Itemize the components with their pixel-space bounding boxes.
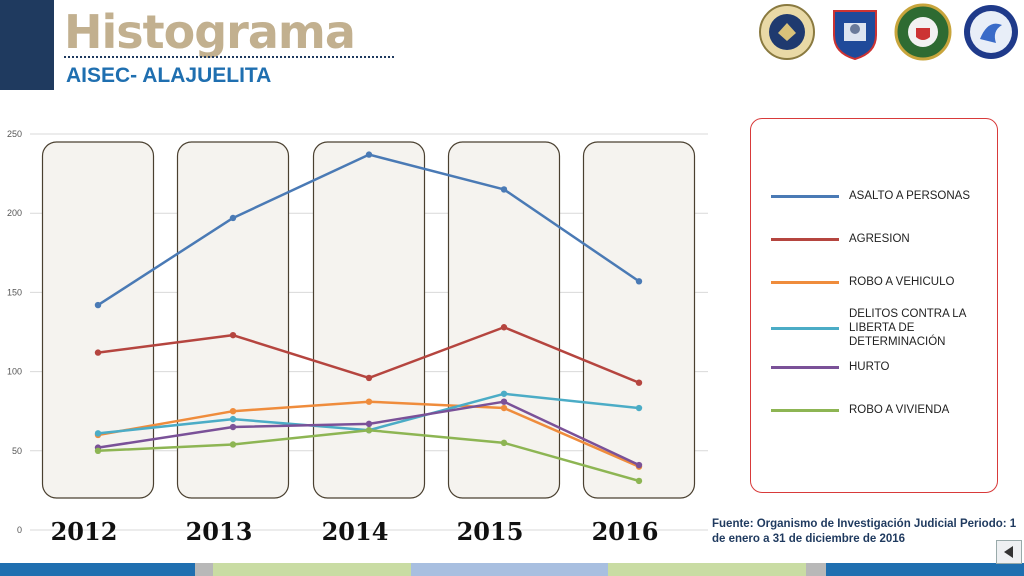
police-emblem-icon [894,3,952,61]
x-tick-label: 2012 [51,517,118,546]
legend-item: AGRESION [771,232,979,246]
legend-swatch [771,408,839,412]
data-point [635,379,643,386]
data-point [635,477,643,485]
data-point [365,427,373,434]
data-point [365,374,373,382]
data-point [500,390,508,397]
legend-item: ASALTO A PERSONAS [771,189,979,203]
chart-legend: ASALTO A PERSONAS AGRESION ROBO A VEHICULO… [750,118,998,493]
legend-label: ASALTO A PERSONAS [849,190,971,202]
legend-label: AGRESION [849,233,910,245]
x-tick-label: 2013 [186,517,253,546]
title-divider [64,56,394,58]
x-tick-label: 2014 [322,517,389,546]
y-tick-label: 0 [17,525,22,535]
page-subtitle: AISEC- ALAJUELITA [66,64,272,87]
data-point [500,186,508,193]
legend-swatch [771,194,839,198]
data-point [229,423,237,431]
data-point [365,420,373,428]
category-column-frame [41,141,155,499]
legend-swatch [771,237,839,241]
y-tick-label: 100 [7,367,22,377]
logo-strip [758,3,1020,61]
data-point [500,324,508,331]
data-point [229,441,237,448]
legend-item: DELITOS CONTRA LA LIBERTA DE DETERMINACI… [771,307,979,349]
data-point [229,214,237,222]
legend-swatch [771,365,839,369]
header-accent-block [0,0,54,90]
x-tick-label: 2016 [592,517,659,546]
fuerza-publica-shield-icon [826,3,884,61]
data-point [635,404,643,412]
data-point [229,331,237,339]
legend-label: ROBO A VEHICULO [849,276,955,288]
previous-slide-button[interactable] [996,540,1022,564]
data-point [635,461,643,469]
data-point [94,430,102,437]
data-point [94,447,102,454]
y-tick-label: 200 [7,208,22,218]
data-point [94,349,102,356]
data-point [229,415,237,423]
data-point [500,404,508,412]
category-column-frame [447,141,561,499]
data-point [500,439,508,447]
legend-item: HURTO [771,360,979,374]
legend-swatch [771,280,839,284]
y-tick-label: 50 [12,446,22,456]
us-embassy-seal-icon [758,3,816,61]
y-tick-label: 250 [7,129,22,139]
page-title: Histograma [64,5,356,59]
legend-label: ROBO A VIVIENDA [849,404,950,416]
data-point [500,398,508,405]
data-point [635,278,643,285]
triangle-left-icon [1004,546,1013,558]
source-footnote: Fuente: Organismo de Investigación Judic… [712,518,1017,545]
data-point [229,408,237,415]
legend-item: ROBO A VEHICULO [771,275,979,289]
category-column-frame [312,141,426,499]
data-point [365,398,373,405]
data-point [94,301,102,309]
aisec-logo-icon [962,3,1020,61]
x-tick-label: 2015 [457,517,524,546]
legend-item: ROBO A VIVIENDA [771,403,979,417]
legend-label: HURTO [849,361,890,373]
legend-label: DELITOS CONTRA LA LIBERTA DE DETERMINACI… [849,308,966,348]
data-point [365,151,373,158]
legend-swatch [771,326,839,330]
bottom-color-bar [0,563,1024,576]
category-column-frame [582,141,696,499]
y-tick-label: 150 [7,287,22,297]
